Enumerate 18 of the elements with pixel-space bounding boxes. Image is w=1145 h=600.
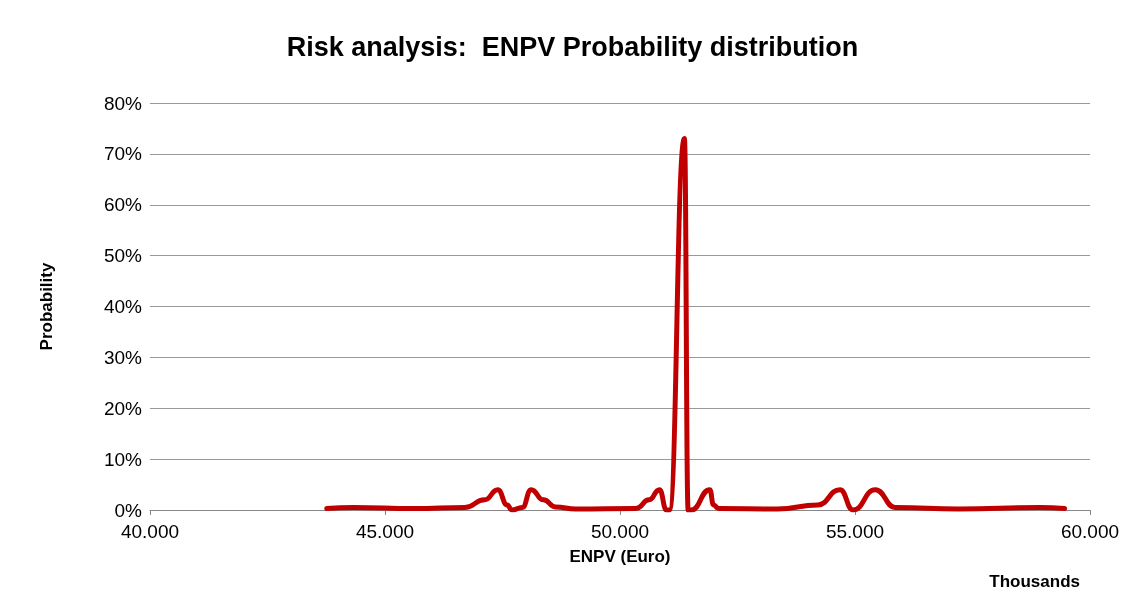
x-tick-label: 50.000: [590, 521, 650, 542]
x-axis-title: ENPV (Euro): [569, 547, 671, 566]
y-tick-label: 50%: [103, 245, 143, 267]
x-tick-label: 40.000: [120, 521, 180, 542]
text: Thousands: [989, 572, 1080, 591]
x-tick-label: 45.000: [355, 521, 415, 542]
y-tick-label: 70%: [103, 143, 143, 165]
y-tick-label: 0%: [114, 499, 143, 521]
y-axis-title: Probability: [37, 262, 56, 351]
y-tick-label: 30%: [103, 346, 143, 368]
y-tick-label: 20%: [103, 397, 143, 419]
y-tick-label: 10%: [103, 448, 143, 470]
x-tick-label: 60.000: [1060, 521, 1120, 542]
x-tick-label: 55.000: [825, 521, 885, 542]
chart-title: Risk analysis: ENPV Probability distribution: [286, 31, 859, 62]
y-tick-label: 40%: [103, 296, 143, 317]
y-tick-label: 60%: [103, 194, 143, 216]
y-tick-label: 80%: [103, 92, 143, 114]
